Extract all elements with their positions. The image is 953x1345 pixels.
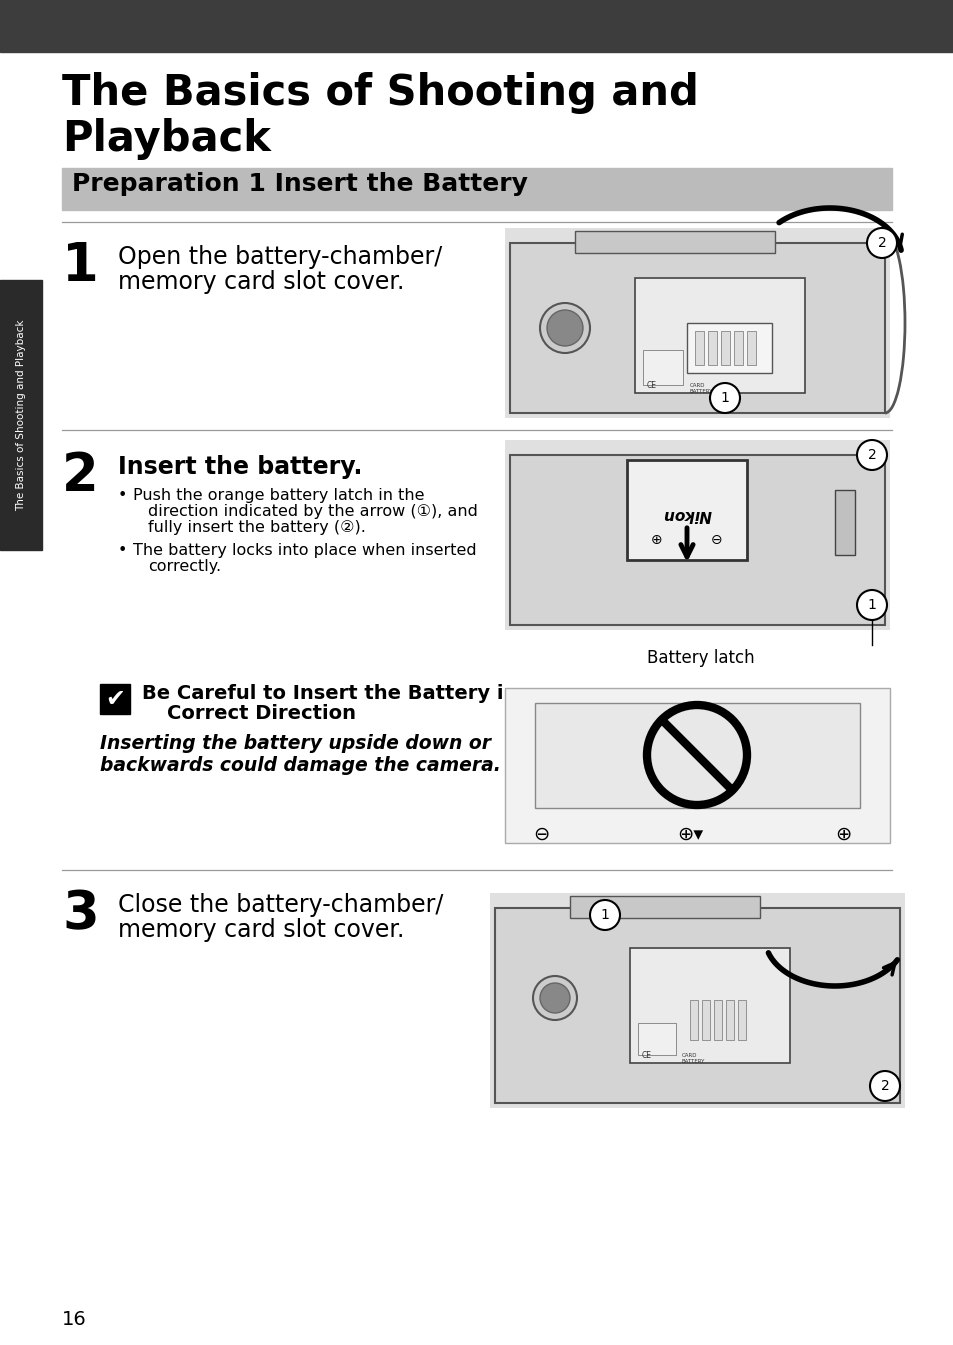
Text: CARD
BATTERY: CARD BATTERY xyxy=(689,383,713,394)
Text: backwards could damage the camera.: backwards could damage the camera. xyxy=(100,756,500,775)
Text: 2: 2 xyxy=(880,1079,888,1093)
Bar xyxy=(746,331,755,364)
Text: correctly.: correctly. xyxy=(148,560,221,574)
Text: ✔: ✔ xyxy=(105,687,125,712)
Text: Nikon: Nikon xyxy=(661,507,711,522)
Bar xyxy=(495,908,899,1103)
Bar xyxy=(569,896,760,919)
Bar xyxy=(504,689,889,843)
Text: The Basics of Shooting and Playback: The Basics of Shooting and Playback xyxy=(16,319,26,511)
Circle shape xyxy=(539,303,589,352)
Text: The battery locks into place when inserted: The battery locks into place when insert… xyxy=(132,543,476,558)
Bar xyxy=(707,331,717,364)
Bar xyxy=(504,440,889,629)
Text: ⊕: ⊕ xyxy=(834,824,850,845)
Bar xyxy=(635,278,804,393)
Bar xyxy=(626,460,746,560)
Text: ⊕: ⊕ xyxy=(651,533,662,547)
Text: •: • xyxy=(118,543,128,558)
Circle shape xyxy=(709,383,740,413)
Text: Open the battery-chamber/: Open the battery-chamber/ xyxy=(118,245,442,269)
Text: 3: 3 xyxy=(62,888,99,940)
Text: 2: 2 xyxy=(866,448,876,461)
Text: CE: CE xyxy=(641,1050,651,1060)
Bar xyxy=(689,999,698,1040)
Text: Close the battery-chamber/: Close the battery-chamber/ xyxy=(118,893,443,917)
Text: •: • xyxy=(118,488,128,503)
Bar xyxy=(62,168,891,210)
Text: Preparation 1 Insert the Battery: Preparation 1 Insert the Battery xyxy=(71,172,527,196)
Text: ⊖: ⊖ xyxy=(710,533,722,547)
Text: 1: 1 xyxy=(866,599,876,612)
Circle shape xyxy=(589,900,619,929)
Circle shape xyxy=(866,229,896,258)
Text: memory card slot cover.: memory card slot cover. xyxy=(118,919,404,942)
Bar xyxy=(510,455,884,625)
Text: ⊕▾: ⊕▾ xyxy=(677,824,702,845)
Bar xyxy=(686,323,771,373)
Circle shape xyxy=(546,309,582,346)
Text: 1: 1 xyxy=(720,391,729,405)
Bar xyxy=(720,331,729,364)
Bar xyxy=(490,893,904,1108)
Text: Playback: Playback xyxy=(62,118,271,160)
Circle shape xyxy=(533,976,577,1020)
Circle shape xyxy=(869,1071,899,1102)
Bar xyxy=(535,703,859,808)
Text: 2: 2 xyxy=(877,235,885,250)
Bar xyxy=(100,685,130,714)
Text: fully insert the battery (②).: fully insert the battery (②). xyxy=(148,521,366,535)
Bar xyxy=(695,331,703,364)
Bar xyxy=(638,1024,676,1054)
Text: 1: 1 xyxy=(62,239,99,292)
Text: Battery latch: Battery latch xyxy=(646,650,754,667)
Bar xyxy=(629,948,789,1063)
Text: direction indicated by the arrow (①), and: direction indicated by the arrow (①), an… xyxy=(148,504,477,519)
Text: Correct Direction: Correct Direction xyxy=(167,703,355,724)
Text: Insert the battery.: Insert the battery. xyxy=(118,455,362,479)
Text: The Basics of Shooting and: The Basics of Shooting and xyxy=(62,73,699,114)
Bar xyxy=(733,331,742,364)
Circle shape xyxy=(856,440,886,469)
Bar xyxy=(510,243,884,413)
Text: memory card slot cover.: memory card slot cover. xyxy=(118,270,404,295)
Bar xyxy=(701,999,709,1040)
Bar xyxy=(834,490,854,555)
Text: Be Careful to Insert the Battery in: Be Careful to Insert the Battery in xyxy=(142,685,517,703)
Text: ⊖: ⊖ xyxy=(533,824,549,845)
Bar xyxy=(713,999,721,1040)
Text: CE: CE xyxy=(646,381,657,390)
Bar xyxy=(725,999,733,1040)
Text: Inserting the battery upside down or: Inserting the battery upside down or xyxy=(100,734,491,753)
Circle shape xyxy=(856,590,886,620)
Text: 2: 2 xyxy=(62,451,99,502)
Bar xyxy=(0,280,42,550)
Bar xyxy=(738,999,745,1040)
Circle shape xyxy=(539,983,569,1013)
Text: Push the orange battery latch in the: Push the orange battery latch in the xyxy=(132,488,424,503)
Bar xyxy=(642,350,682,385)
Bar xyxy=(504,229,889,418)
Text: 1: 1 xyxy=(600,908,609,923)
Bar xyxy=(575,231,774,253)
Text: CARD
BATTERY: CARD BATTERY xyxy=(681,1053,704,1064)
Bar xyxy=(0,0,953,52)
Text: 16: 16 xyxy=(62,1310,87,1329)
